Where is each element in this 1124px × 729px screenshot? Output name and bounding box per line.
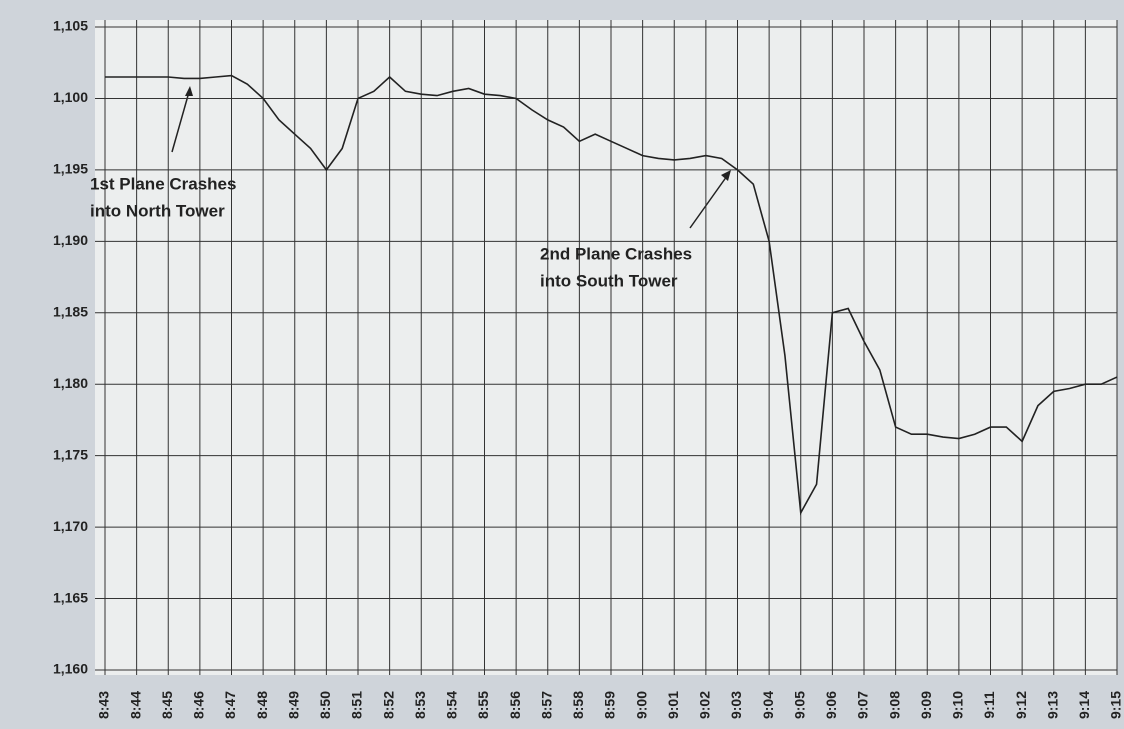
data-line — [105, 74, 1118, 516]
annotation: 1st Plane Crashes — [90, 174, 236, 193]
x-tick-label: 8:53 — [412, 691, 428, 719]
x-tick-label: 9:05 — [791, 691, 807, 719]
x-tick-label: 8:46 — [191, 691, 207, 719]
x-tick-label: 8:52 — [380, 691, 396, 719]
y-tick-label: 1,190 — [53, 232, 88, 248]
x-tick-label: 8:48 — [254, 691, 270, 719]
x-tick-label: 9:03 — [728, 691, 744, 719]
arrowhead — [185, 86, 193, 96]
x-tick-label: 8:51 — [349, 691, 365, 719]
x-tick-label: 8:45 — [159, 691, 175, 719]
annotation: into South Tower — [540, 271, 678, 290]
y-tick-label: 1,195 — [53, 161, 88, 177]
arrow — [171, 91, 190, 153]
x-tick-label: 9:10 — [950, 691, 966, 719]
y-tick-label: 1,185 — [53, 303, 88, 319]
x-tick-label: 8:50 — [317, 691, 333, 719]
x-tick-label: 8:57 — [538, 691, 554, 719]
y-tick-label: 1,160 — [53, 661, 88, 677]
x-tick-label: 9:02 — [697, 691, 713, 719]
x-tick-label: 8:55 — [475, 691, 491, 719]
y-tick-label: 1,105 — [53, 18, 88, 34]
x-tick-label: 8:44 — [127, 691, 143, 719]
y-tick-label: 1,100 — [53, 89, 88, 105]
x-tick-label: 8:47 — [222, 691, 238, 719]
x-tick-label: 8:43 — [96, 691, 112, 719]
x-tick-label: 8:54 — [444, 691, 460, 719]
x-tick-label: 9:06 — [823, 691, 839, 719]
x-tick-label: 9:04 — [760, 691, 776, 719]
y-tick-label: 1,170 — [53, 518, 88, 534]
x-tick-label: 8:56 — [507, 691, 523, 719]
x-tick-label: 9:08 — [886, 691, 902, 719]
x-tick-label: 9:14 — [1076, 691, 1092, 719]
x-tick-label: 9:01 — [665, 691, 681, 719]
annotation: into North Tower — [90, 201, 225, 220]
x-tick-label: 9:13 — [1044, 691, 1060, 719]
x-tick-label: 8:49 — [285, 691, 301, 719]
x-tick-label: 9:12 — [1013, 691, 1029, 719]
x-tick-label: 9:00 — [633, 691, 649, 719]
arrow — [689, 175, 728, 229]
arrowhead — [721, 170, 731, 181]
x-tick-label: 9:11 — [981, 691, 997, 718]
x-tick-label: 9:15 — [1108, 691, 1124, 719]
y-tick-label: 1,180 — [53, 375, 88, 391]
y-tick-label: 1,175 — [53, 446, 88, 462]
annotation: 2nd Plane Crashes — [540, 244, 692, 263]
x-tick-label: 9:07 — [855, 691, 871, 719]
plot-area — [95, 20, 1117, 675]
y-tick-label: 1,165 — [53, 589, 88, 605]
x-tick-label: 8:58 — [570, 691, 586, 719]
x-tick-label: 8:59 — [602, 691, 618, 719]
x-tick-label: 9:09 — [918, 691, 934, 719]
